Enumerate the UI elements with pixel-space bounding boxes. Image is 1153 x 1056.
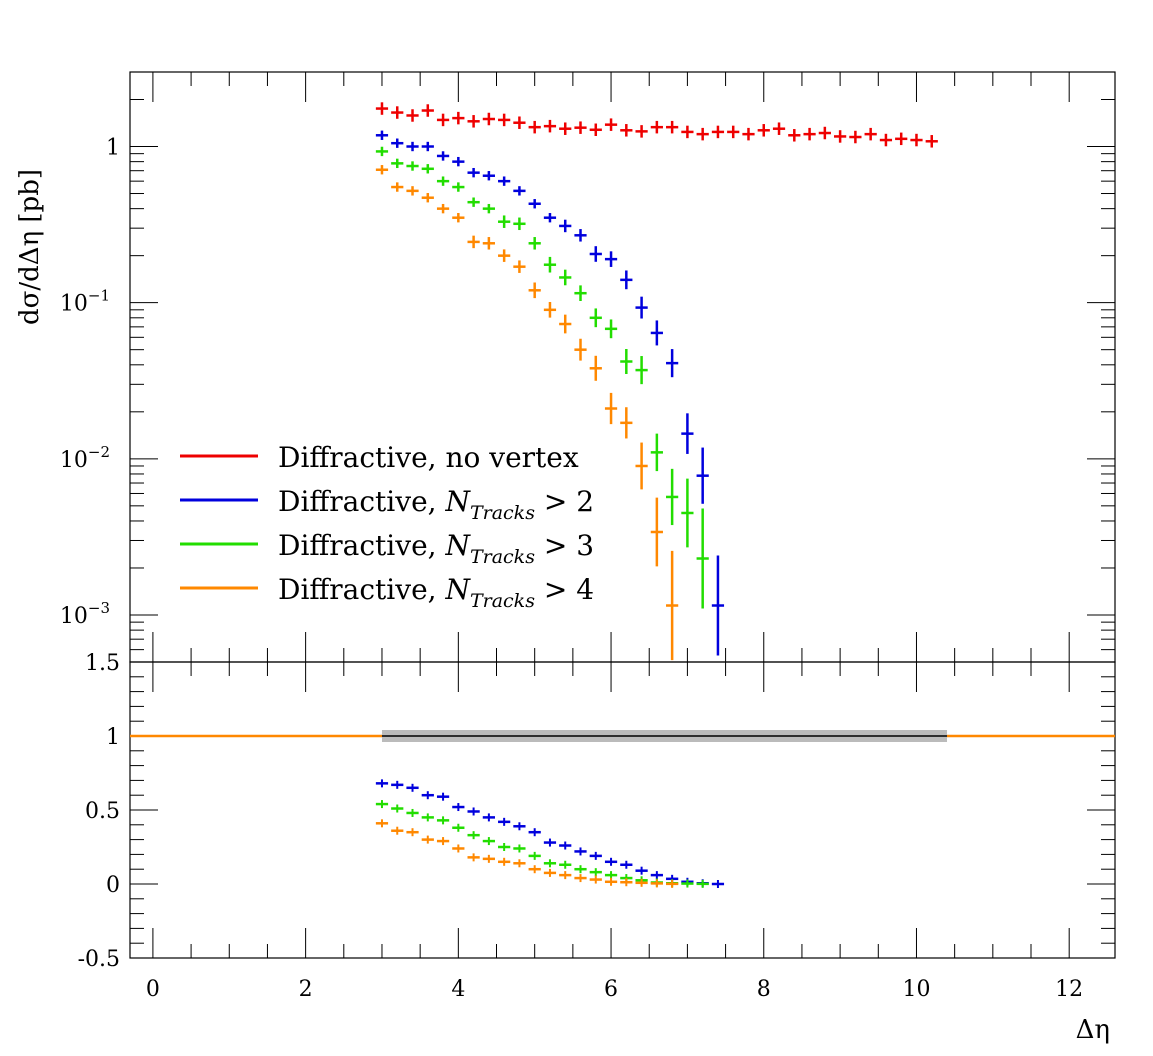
main-y-tick-label: 1 [106,136,120,161]
legend-threshold: > 3 [535,529,594,562]
x-tick-label: 12 [1055,977,1083,1002]
legend-label: Diffractive, no vertex [278,441,579,474]
x-tick-label: 4 [451,977,465,1002]
main-series-1 [375,130,725,656]
legend-n-symbol: N [444,573,471,606]
legend-label: Diffractive, [278,573,445,606]
main-series-3 [375,165,679,661]
main-y-tick-base: 10 [60,448,88,473]
legend-subscript: Tracks [470,502,535,524]
x-tick-label: 8 [757,977,771,1002]
x-axis-label: Δη [1076,1015,1110,1045]
legend-subscript: Tracks [470,546,535,568]
ratio-panel: -0.5 0 0.5 1 1.5 0 2 4 6 8 10 12 Δη [78,651,1116,1045]
legend-label: Diffractive, [278,485,445,518]
ratio-frame [129,661,1116,959]
legend-entry: Diffractive, NTracks > 2 [278,485,594,524]
legend-label: Diffractive, [278,529,445,562]
main-y-tick-exp: −3 [88,599,110,617]
ratio-y-tick-label: 0.5 [85,799,120,824]
ratio-series-2 [375,819,679,888]
x-tick-label: 2 [299,977,313,1002]
x-tick-label: 0 [146,977,160,1002]
legend-entry: Diffractive, NTracks > 4 [278,573,594,612]
main-series-2 [375,146,709,609]
main-series-0 [375,102,938,148]
legend-entry: Diffractive, NTracks > 3 [278,529,594,568]
ratio-y-tick-label: 1 [106,725,120,750]
main-y-tick-base: 10 [60,292,88,317]
legend-entry: Diffractive, no vertex [278,441,579,474]
main-y-tick-exp: −1 [88,287,110,305]
x-tick-label: 6 [604,977,618,1002]
main-y-tick-label: 10−1 [60,287,110,317]
ratio-series-1 [375,800,709,888]
legend-threshold: > 2 [535,485,594,518]
ratio-y-tick-label: 0 [106,873,120,898]
main-panel: 110−110−210−3dσ/dΔη [pb] [15,71,1116,663]
main-y-tick-label: 10−2 [60,443,110,473]
legend-subscript: Tracks [470,590,535,612]
ratio-y-tick-label: 1.5 [85,651,120,676]
ratio-y-tick-label: -0.5 [78,947,120,972]
main-y-tick-label: 10−3 [60,599,110,629]
legend-n-symbol: N [444,485,471,518]
main-y-tick-exp: −2 [88,443,110,461]
ratio-series-0 [375,779,725,888]
legend-threshold: > 4 [535,573,594,606]
legend-n-symbol: N [444,529,471,562]
main-y-tick-base: 10 [60,604,88,629]
main-y-axis-label: dσ/dΔη [pb] [15,169,45,325]
x-tick-label: 10 [902,977,930,1002]
